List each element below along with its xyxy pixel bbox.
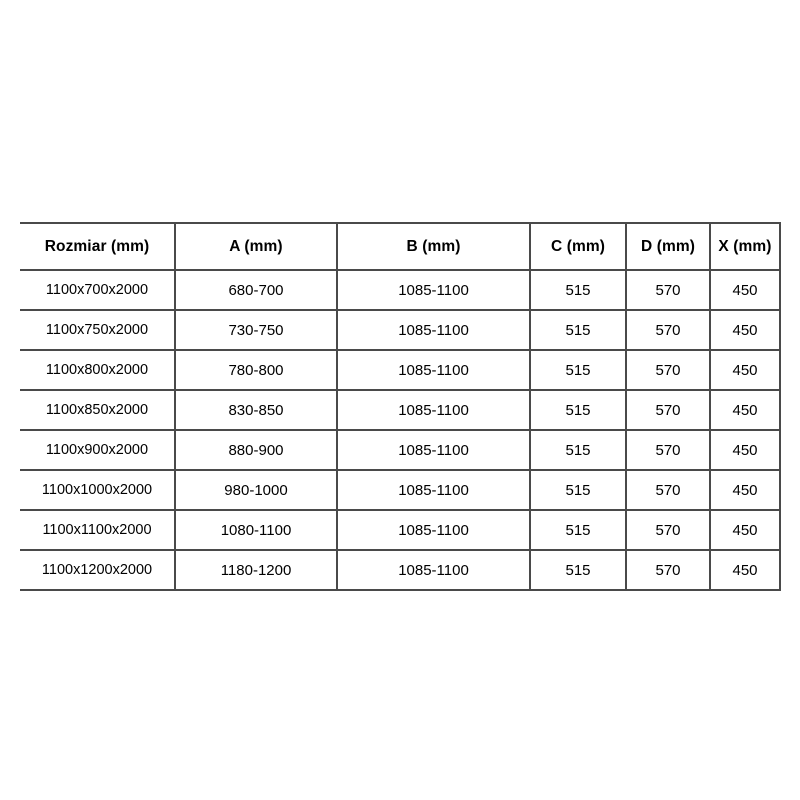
cell-a: 730-750: [174, 309, 338, 351]
cell-x: 450: [709, 509, 781, 551]
table-header: Rozmiar (mm) A (mm) B (mm) C (mm) D (mm)…: [20, 222, 781, 271]
cell-c: 515: [529, 429, 627, 471]
table-row: 1100x900x2000 880-900 1085-1100 515 570 …: [20, 429, 781, 471]
column-header-x: X (mm): [709, 222, 781, 271]
cell-b: 1085-1100: [336, 429, 531, 471]
cell-x: 450: [709, 349, 781, 391]
cell-d: 570: [625, 549, 711, 591]
cell-d: 570: [625, 309, 711, 351]
cell-c: 515: [529, 349, 627, 391]
column-header-c: C (mm): [529, 222, 627, 271]
cell-a: 780-800: [174, 349, 338, 391]
cell-b: 1085-1100: [336, 269, 531, 311]
cell-d: 570: [625, 469, 711, 511]
cell-a: 880-900: [174, 429, 338, 471]
cell-a: 1080-1100: [174, 509, 338, 551]
cell-a: 980-1000: [174, 469, 338, 511]
cell-b: 1085-1100: [336, 549, 531, 591]
dimensions-table-container: Rozmiar (mm) A (mm) B (mm) C (mm) D (mm)…: [20, 222, 781, 591]
cell-b: 1085-1100: [336, 469, 531, 511]
column-header-d: D (mm): [625, 222, 711, 271]
cell-c: 515: [529, 549, 627, 591]
table-body: 1100x700x2000 680-700 1085-1100 515 570 …: [20, 269, 781, 591]
cell-c: 515: [529, 269, 627, 311]
table-row: 1100x1200x2000 1180-1200 1085-1100 515 5…: [20, 549, 781, 591]
cell-c: 515: [529, 509, 627, 551]
cell-d: 570: [625, 389, 711, 431]
cell-x: 450: [709, 549, 781, 591]
cell-x: 450: [709, 429, 781, 471]
cell-rozmiar: 1100x1100x2000: [20, 509, 176, 551]
cell-c: 515: [529, 469, 627, 511]
cell-rozmiar: 1100x900x2000: [20, 429, 176, 471]
cell-b: 1085-1100: [336, 309, 531, 351]
cell-rozmiar: 1100x1200x2000: [20, 549, 176, 591]
table-row: 1100x1000x2000 980-1000 1085-1100 515 57…: [20, 469, 781, 511]
cell-rozmiar: 1100x1000x2000: [20, 469, 176, 511]
cell-x: 450: [709, 269, 781, 311]
table-row: 1100x700x2000 680-700 1085-1100 515 570 …: [20, 269, 781, 311]
cell-x: 450: [709, 309, 781, 351]
cell-x: 450: [709, 469, 781, 511]
cell-d: 570: [625, 429, 711, 471]
cell-rozmiar: 1100x700x2000: [20, 269, 176, 311]
dimensions-table: Rozmiar (mm) A (mm) B (mm) C (mm) D (mm)…: [20, 222, 781, 591]
cell-d: 570: [625, 269, 711, 311]
table-header-row: Rozmiar (mm) A (mm) B (mm) C (mm) D (mm)…: [20, 222, 781, 271]
table-row: 1100x1100x2000 1080-1100 1085-1100 515 5…: [20, 509, 781, 551]
cell-rozmiar: 1100x750x2000: [20, 309, 176, 351]
cell-rozmiar: 1100x850x2000: [20, 389, 176, 431]
cell-b: 1085-1100: [336, 389, 531, 431]
cell-b: 1085-1100: [336, 349, 531, 391]
table-row: 1100x750x2000 730-750 1085-1100 515 570 …: [20, 309, 781, 351]
cell-a: 1180-1200: [174, 549, 338, 591]
table-row: 1100x850x2000 830-850 1085-1100 515 570 …: [20, 389, 781, 431]
cell-a: 830-850: [174, 389, 338, 431]
cell-rozmiar: 1100x800x2000: [20, 349, 176, 391]
cell-d: 570: [625, 349, 711, 391]
cell-b: 1085-1100: [336, 509, 531, 551]
column-header-rozmiar: Rozmiar (mm): [20, 222, 176, 271]
column-header-a: A (mm): [174, 222, 338, 271]
cell-c: 515: [529, 309, 627, 351]
cell-d: 570: [625, 509, 711, 551]
cell-x: 450: [709, 389, 781, 431]
cell-a: 680-700: [174, 269, 338, 311]
table-row: 1100x800x2000 780-800 1085-1100 515 570 …: [20, 349, 781, 391]
column-header-b: B (mm): [336, 222, 531, 271]
cell-c: 515: [529, 389, 627, 431]
